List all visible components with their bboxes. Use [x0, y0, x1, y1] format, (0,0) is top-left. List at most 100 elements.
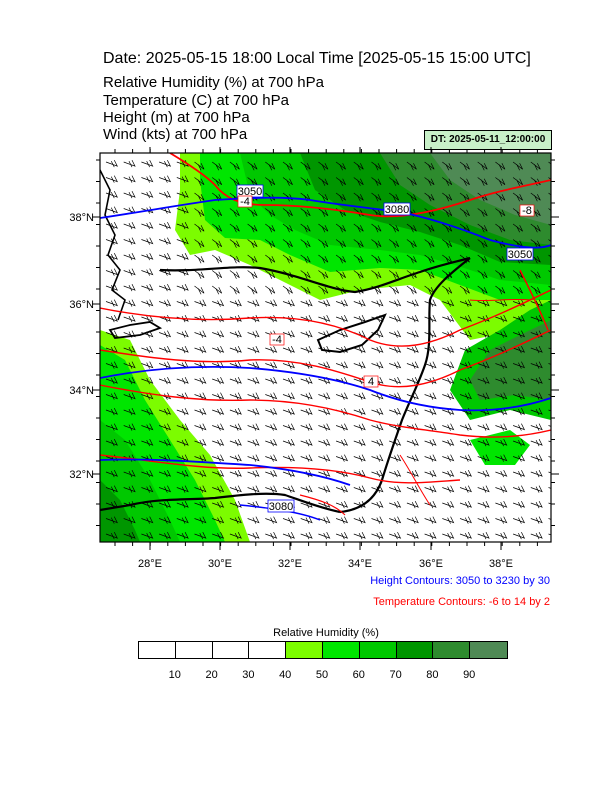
wind-barb: [512, 314, 526, 323]
wind-barb: [512, 285, 523, 295]
wind-barb: [353, 314, 366, 323]
wind-barb: [105, 423, 118, 431]
wind-barb: [371, 407, 384, 416]
wind-barb: [512, 392, 526, 400]
wind-barb: [335, 177, 346, 186]
wind-barb: [212, 516, 225, 524]
wind-barb: [406, 223, 417, 233]
wind-barb: [141, 438, 154, 447]
wind-barb: [194, 299, 207, 307]
height-contours-note: Height Contours: 3050 to 3230 by 30: [370, 575, 550, 587]
wind-barb: [335, 500, 349, 509]
wind-barb: [512, 376, 526, 385]
wind-barb: [105, 392, 118, 400]
wind-barb: [512, 361, 526, 369]
wind-barb: [123, 283, 136, 292]
wind-barb: [388, 239, 400, 248]
wind-barb: [158, 500, 172, 509]
wind-barb: [318, 392, 331, 400]
wind-barb: [512, 270, 523, 279]
lat-tick-32: 32°N: [69, 469, 94, 481]
wind-barb: [389, 376, 402, 385]
wind-barb: [176, 423, 189, 431]
wind-barb: [194, 516, 207, 524]
wind-barb: [512, 192, 523, 202]
wind-barb: [265, 376, 278, 385]
wind-barb: [194, 161, 205, 171]
wind-barb: [105, 190, 118, 199]
wind-barb: [530, 161, 541, 171]
axis-ticks: [92, 147, 559, 550]
wind-barb: [353, 485, 366, 493]
wind-barb: [123, 531, 136, 540]
wind-barb: [176, 299, 189, 307]
wind-barb: [512, 485, 526, 493]
wind-barb: [194, 500, 207, 509]
wind-barb: [477, 531, 490, 540]
wind-barb: [141, 361, 154, 369]
wind-barb: [318, 177, 329, 186]
wind-barb: [318, 485, 331, 493]
wind-barb: [247, 454, 260, 462]
wind-barb: [389, 500, 402, 509]
legend-box: [175, 642, 213, 658]
wind-barb: [247, 208, 258, 217]
wind-barb: [318, 254, 329, 264]
wind-barb: [459, 345, 472, 354]
wind-barb: [495, 407, 508, 416]
wind-barb: [477, 330, 490, 338]
wind-barb: [371, 254, 382, 264]
wind-barb: [477, 392, 490, 400]
wind-barb: [229, 285, 240, 295]
wind-barb: [123, 438, 136, 447]
wind-barb: [442, 438, 455, 447]
wind-barb: [229, 469, 242, 478]
wind-barb: [442, 345, 455, 354]
wind-barb: [282, 239, 293, 248]
wind-barb: [442, 223, 453, 233]
wind-barb: [123, 485, 136, 493]
legend-box: [396, 642, 434, 658]
legend-title: Relative Humidity (%): [273, 627, 379, 639]
lon-tick-30: 30°E: [208, 558, 232, 570]
wind-barb: [158, 407, 172, 416]
wind-barb: [459, 392, 472, 400]
wind-barb: [477, 500, 490, 509]
wind-barb: [495, 254, 506, 264]
wind-barb: [389, 485, 402, 493]
wind-barb: [495, 531, 508, 540]
wind-barb: [335, 438, 349, 447]
wind-barb: [477, 438, 490, 447]
wind-barb: [123, 221, 136, 230]
temperature-contours: [100, 153, 551, 516]
wind-barb: [176, 500, 189, 509]
wind-barb: [229, 208, 240, 217]
wind-barb: [530, 270, 541, 279]
wind-barb: [406, 516, 419, 524]
wind-barb: [424, 392, 437, 400]
wind-barb: [105, 299, 118, 307]
wind-barb: [158, 299, 172, 307]
wind-barb: [212, 299, 225, 307]
wind-barb: [442, 423, 455, 431]
wind-barb: [141, 268, 154, 276]
wind-barb: [512, 223, 523, 233]
lat-tick-34: 34°N: [69, 385, 94, 397]
wind-barb: [459, 285, 470, 295]
wind-barb: [123, 345, 136, 354]
coastline-aegean: [100, 169, 126, 321]
wind-barb: [318, 407, 331, 416]
wind-barb: [141, 500, 154, 509]
wind-barb: [229, 223, 240, 233]
wind-barb: [371, 330, 384, 338]
wind-barb: [211, 239, 223, 248]
wind-barb: [353, 223, 364, 233]
wind-barb: [229, 345, 242, 354]
wind-barb: [265, 270, 276, 279]
wind-barb: [406, 438, 419, 447]
wind-barb: [265, 299, 278, 307]
wind-barb: [335, 223, 346, 233]
wind-barb: [176, 175, 189, 183]
wind-barb: [512, 177, 523, 186]
wind-barb: [353, 161, 364, 171]
